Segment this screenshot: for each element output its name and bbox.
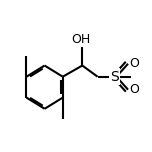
Text: S: S — [110, 70, 119, 84]
Text: O: O — [129, 83, 139, 97]
Text: O: O — [129, 57, 139, 70]
Text: OH: OH — [71, 33, 90, 46]
